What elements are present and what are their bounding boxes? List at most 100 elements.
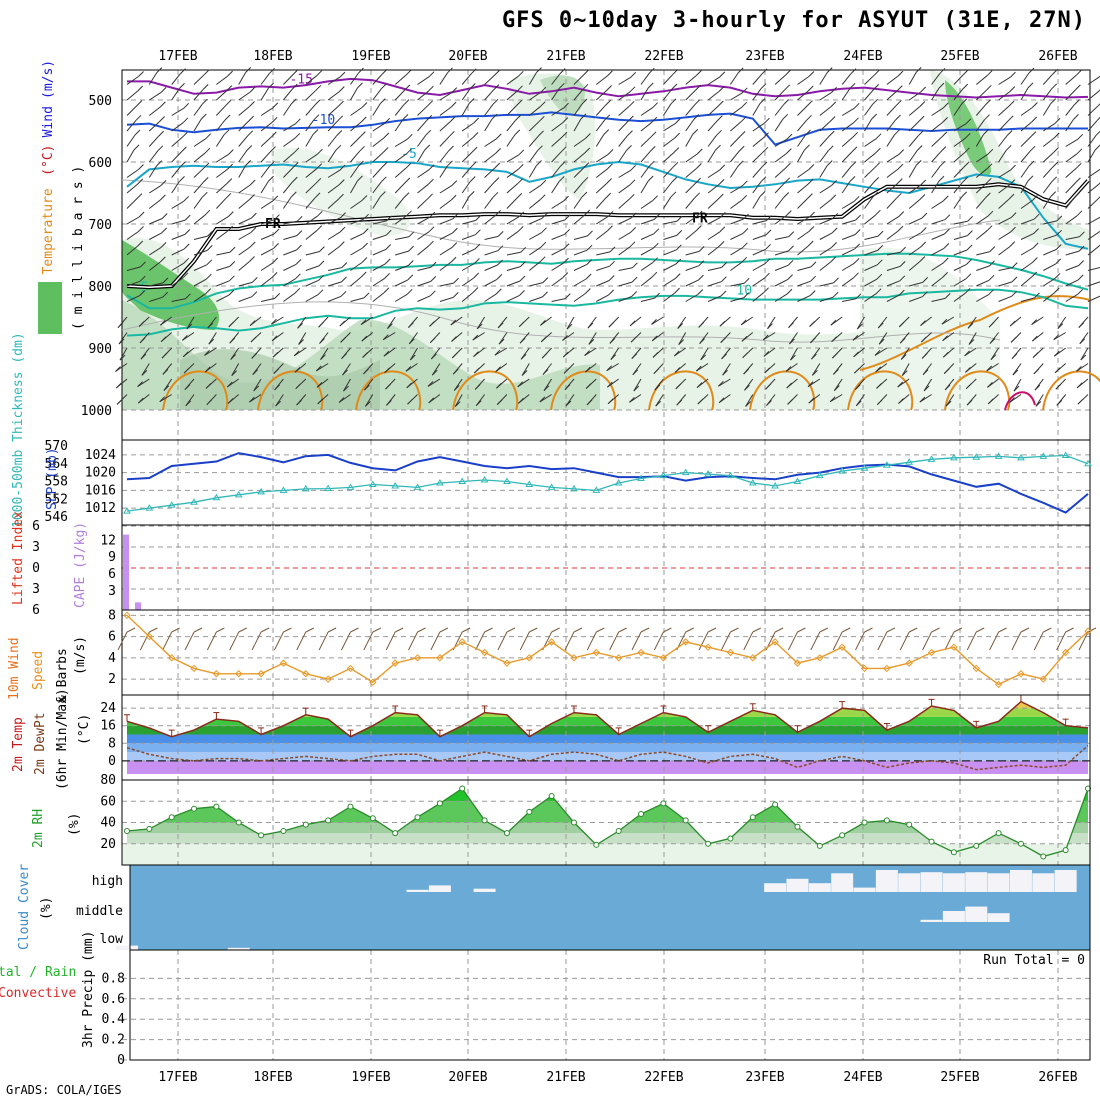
wind-barb	[864, 264, 878, 271]
wind-barb	[618, 150, 627, 163]
rh-marker	[570, 819, 577, 826]
rh-marker	[816, 842, 823, 849]
wind-barb-flag	[314, 192, 321, 199]
wind-barb	[953, 278, 967, 287]
wind-barb	[238, 150, 248, 163]
rh-line	[126, 787, 1089, 858]
wind-barb-flag	[1055, 383, 1062, 390]
wind10-barb	[497, 631, 508, 651]
wind-barb	[976, 153, 989, 163]
wind-barb-flag	[1077, 274, 1084, 281]
wind-barb	[797, 119, 807, 132]
thickness-marker	[525, 480, 534, 487]
wind-barb	[551, 248, 565, 256]
wind-barb	[931, 200, 944, 209]
wind-barb-flag	[810, 275, 816, 282]
wind-barb-flag	[809, 211, 815, 218]
wind-barb-flag	[696, 210, 703, 217]
wind-barb-flag	[1078, 245, 1085, 252]
wind-barb	[171, 277, 184, 287]
wind-barb-flag	[116, 399, 123, 405]
rh-shading	[860, 247, 1000, 410]
rh-tick: 20	[100, 837, 116, 852]
wind-barb-flag	[294, 287, 301, 294]
wind-barb	[931, 180, 940, 194]
wind-barb	[506, 266, 521, 271]
thickness-tick: 552	[45, 492, 68, 507]
wind-barb-flag	[229, 337, 236, 344]
wind10-marker	[637, 648, 645, 657]
wind-barb-flag	[807, 100, 813, 106]
wind-barb-flag	[450, 101, 457, 108]
wind10-barb	[944, 631, 955, 651]
wind-barb-flag	[495, 133, 502, 140]
wind-barb	[774, 293, 788, 302]
wind-barb-flag	[1010, 212, 1017, 218]
wind-barb	[618, 246, 631, 256]
wind10-barb-flag	[886, 627, 896, 633]
wind-barb-flag	[719, 320, 726, 327]
wind-barb-flag	[1032, 195, 1038, 201]
wind-barb	[1065, 215, 1078, 225]
wind-barb-flag	[1053, 350, 1060, 357]
wind-barb	[886, 251, 901, 256]
wind-barb-flag	[962, 83, 969, 90]
wind-barb	[986, 363, 999, 372]
wind-barb	[461, 181, 471, 194]
wind-barb-flag	[137, 240, 144, 247]
wind-barb-flag	[942, 257, 949, 264]
wind10-barb-flag	[573, 627, 583, 633]
wind10-barb	[989, 631, 1000, 651]
wind-barb	[573, 181, 584, 194]
wind-barb	[238, 217, 252, 225]
wind-barb-flag	[358, 67, 364, 74]
wind-barb	[730, 136, 741, 147]
wind-barb-flag	[692, 129, 699, 135]
wind-barb	[909, 281, 923, 287]
wind10-barb-flag	[305, 627, 315, 633]
wind-barb-flag	[361, 102, 368, 108]
wind-barb-flag	[653, 368, 660, 375]
wind-barb-flag	[606, 85, 612, 91]
wind-barb-flag	[965, 383, 972, 390]
wind10-marker	[145, 632, 154, 641]
wind-barb-flag	[762, 334, 769, 341]
wind-barb-flag	[654, 292, 660, 299]
wind10-marker	[905, 659, 913, 667]
wind-barb-flag	[468, 191, 475, 197]
cloud-cell	[965, 872, 988, 892]
wind10-marker	[793, 659, 802, 667]
wind-barb	[573, 249, 588, 256]
wind-barb-flag	[496, 382, 502, 389]
wind-barb	[417, 105, 428, 116]
wind-barb	[193, 89, 204, 101]
wind-barb-flag	[1076, 148, 1083, 155]
wind10-barb	[206, 631, 217, 651]
wind-barb-flag	[762, 146, 769, 153]
wind-barb	[752, 196, 761, 209]
wind-barb-flag	[654, 384, 661, 391]
wind-barb	[663, 123, 676, 132]
wind-barb-flag	[1012, 369, 1019, 376]
wind-barb-flag	[517, 85, 523, 92]
wind-barb	[573, 167, 585, 178]
wind-barb-flag	[716, 129, 722, 136]
wind-barb-flag	[942, 335, 948, 342]
wind-barb	[528, 135, 539, 147]
wind-barb-flag	[674, 118, 681, 124]
pressure-axis-label: ( m i l l i b a r s )	[71, 166, 86, 330]
wind-barb-flag	[987, 382, 993, 388]
wind-barb-flag	[385, 229, 392, 236]
wind-barb	[931, 122, 943, 132]
wind-barb-flag	[1057, 323, 1064, 329]
wind-barb-flag	[698, 260, 705, 267]
wind-barb	[908, 135, 919, 147]
wind10-barb	[720, 631, 731, 651]
wind-barb-flag	[698, 322, 705, 328]
wind-barb	[506, 280, 521, 287]
wind-barb	[417, 169, 430, 178]
wind-barb-flag	[564, 214, 571, 221]
top-date-tick: 25FEB	[940, 49, 979, 64]
rh-marker	[839, 832, 846, 839]
wind-barb-flag	[671, 176, 678, 183]
